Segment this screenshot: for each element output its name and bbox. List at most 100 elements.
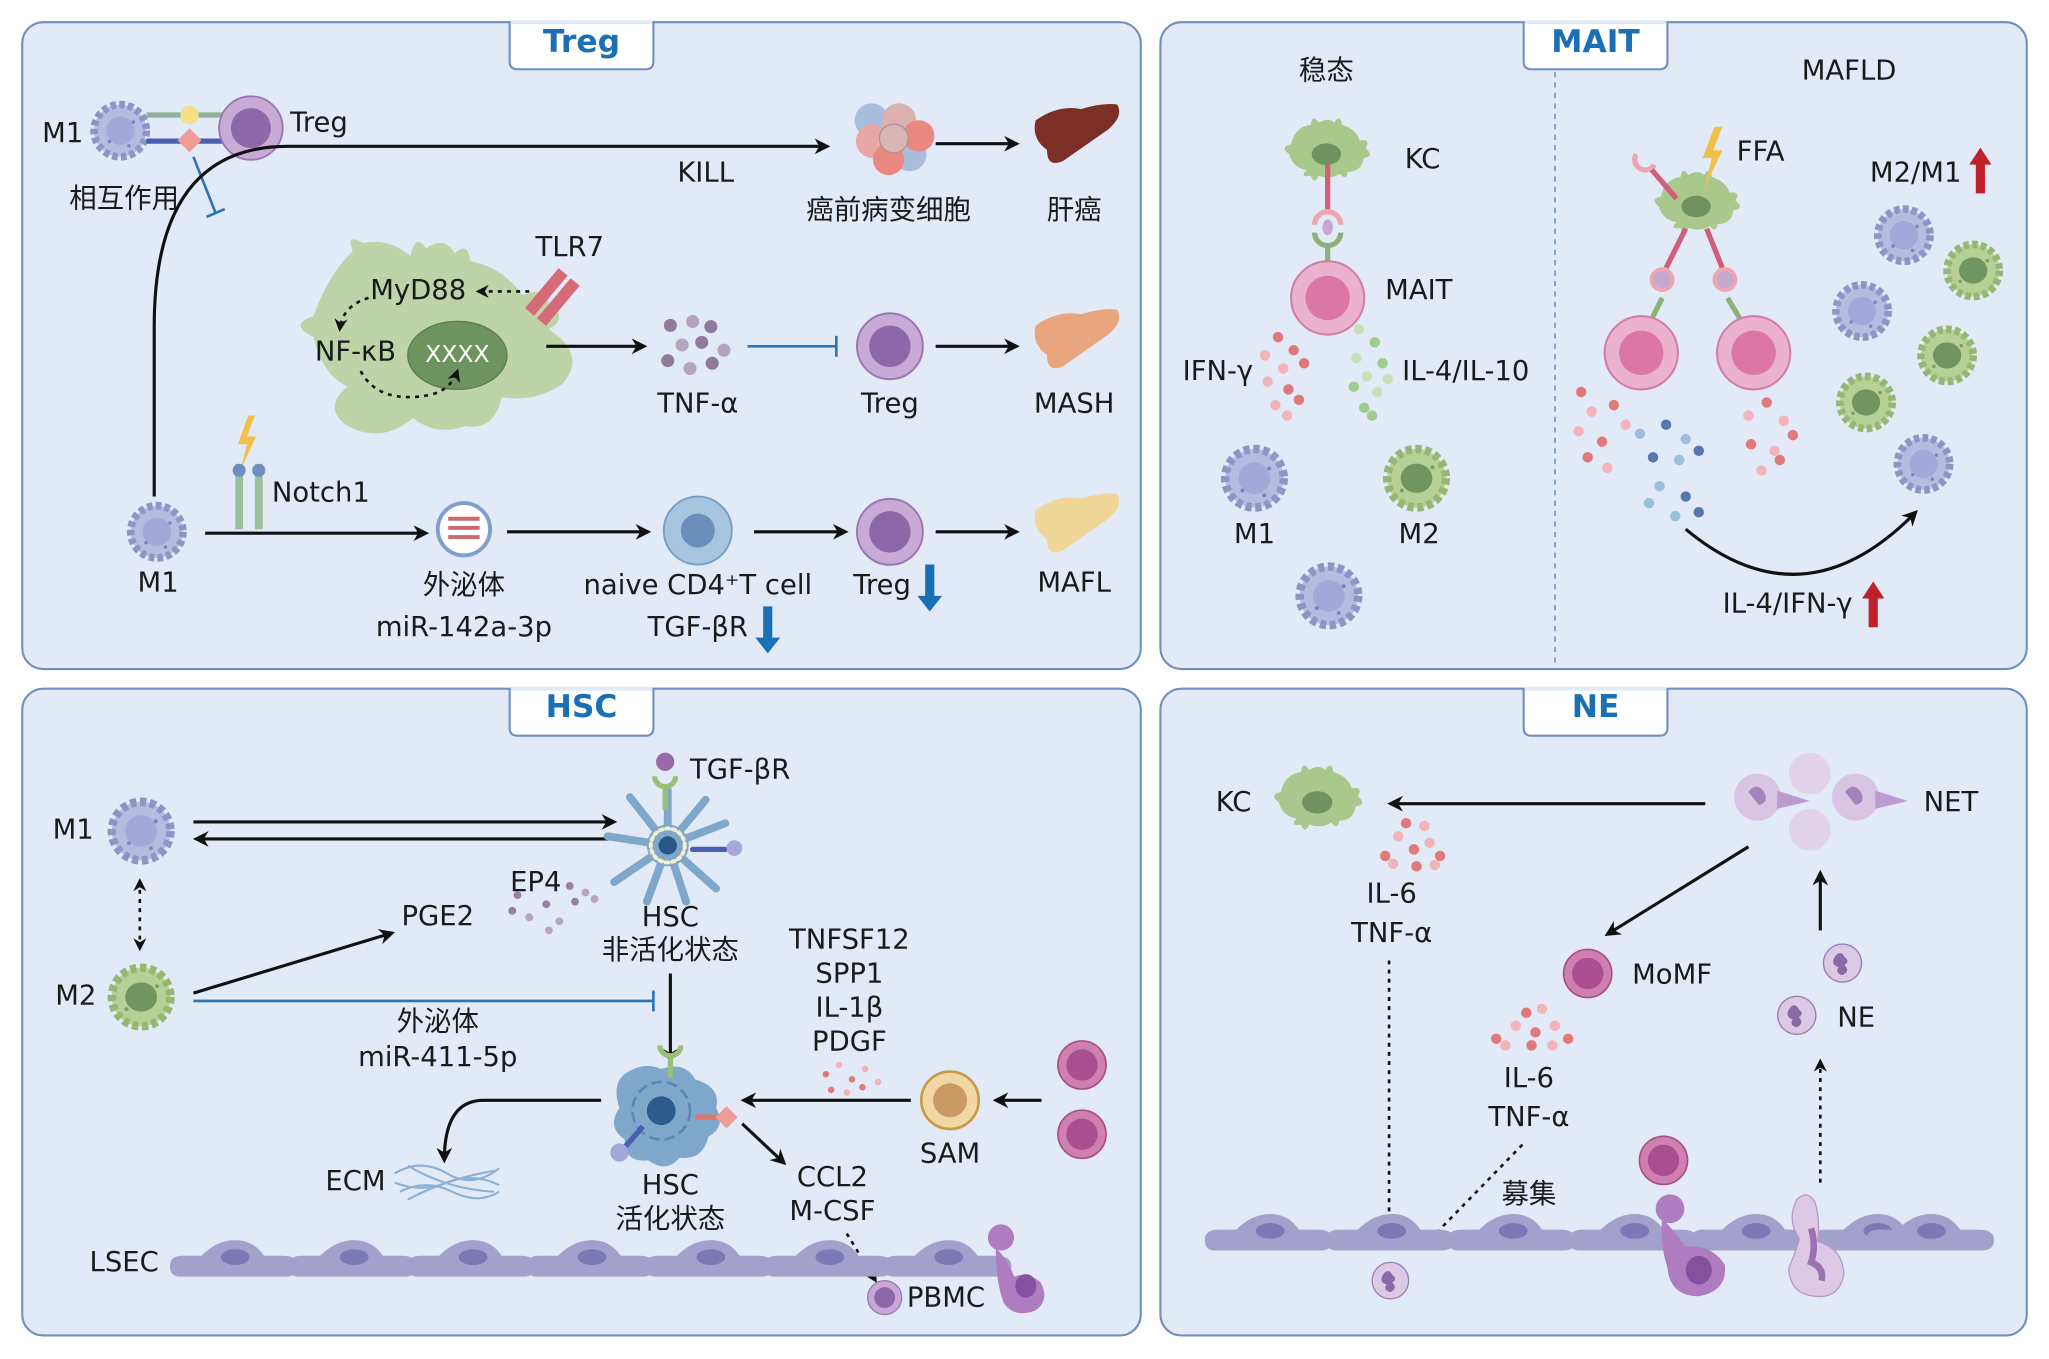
panel-title-treg: Treg [543, 24, 620, 60]
label-ifng: IFN-γ [1183, 356, 1254, 387]
monocyte-icon [1638, 1135, 1689, 1186]
label-notch1: Notch1 [272, 477, 370, 508]
precancer-cells-icon [854, 103, 935, 176]
monocyte-icon [1057, 1040, 1107, 1090]
transmigrating-monocyte-icon [987, 1224, 1045, 1314]
dna-label: XXXX [425, 340, 489, 368]
label-factor: PDGF [812, 1026, 887, 1057]
kill-arrow [152, 138, 831, 497]
label-m2: M2 [55, 981, 96, 1012]
particle [544, 926, 553, 935]
label-myd88: MyD88 [370, 275, 466, 306]
particle [1270, 399, 1281, 411]
particle [1693, 445, 1704, 457]
panel-ne: NE KC IL-6 TNF-α NET MoMF NE IL-6 TNF-α … [1159, 686, 2028, 1337]
label-m1-top: M1 [42, 118, 83, 149]
particle [827, 1086, 835, 1094]
label-precancer: 癌前病变细胞 [806, 195, 971, 226]
particle [1761, 397, 1772, 408]
particle [683, 361, 697, 376]
particle [525, 913, 534, 922]
inactive-hsc-icon [603, 786, 743, 906]
particle [859, 1083, 866, 1091]
label-ccl2: CCL2 [797, 1162, 868, 1193]
particle [1429, 859, 1441, 871]
panel-hsc: HSC M1 M2 TGF-βR EP4 PGE2 HSC 非活化状态 [21, 686, 1142, 1337]
particle [1521, 1007, 1532, 1018]
particle [822, 1070, 830, 1078]
particle [1673, 454, 1685, 466]
label-mafld: MAFLD [1802, 55, 1897, 86]
particle [861, 1065, 869, 1073]
label-exosome: 外泌体 [397, 1007, 479, 1038]
dendritic-cell-icon [300, 239, 573, 434]
tnf-alpha-particles [661, 314, 731, 376]
particle [695, 335, 709, 349]
particle [1596, 436, 1608, 447]
m2-macrophage-icon [1947, 244, 1999, 296]
label-treg-top: Treg [289, 108, 348, 139]
particle [1500, 1040, 1511, 1051]
particle [1382, 373, 1393, 385]
label-m2-m1: M2/M1 [1870, 157, 1962, 188]
particle [1608, 399, 1620, 411]
naive-cd4-t-cell-icon [662, 495, 733, 566]
particle [1634, 428, 1646, 440]
particle [675, 338, 689, 352]
arrow [741, 1122, 787, 1166]
label-treg-mid: Treg [860, 389, 919, 420]
particle [1298, 358, 1310, 369]
exosome-icon [435, 501, 493, 558]
particle [581, 888, 590, 897]
particle [1351, 352, 1362, 364]
label-mait: MAIT [1385, 275, 1453, 306]
label-naive-cd4: naive CD4⁺T cell [584, 570, 813, 601]
particle [1745, 439, 1757, 450]
particle [1259, 350, 1271, 361]
particle [1377, 358, 1388, 369]
particle [1769, 445, 1780, 457]
particle [1411, 861, 1422, 872]
label-lsec: LSEC [90, 1247, 159, 1278]
m2-macrophage-icon [1840, 376, 1892, 428]
particle [1680, 433, 1691, 445]
pbmc-icon [867, 1279, 903, 1316]
particle [1491, 1033, 1502, 1045]
particle [1278, 363, 1289, 374]
transmigrating-neutrophil-icon [1788, 1194, 1845, 1298]
cytokine-particles [822, 1061, 882, 1096]
panel-treg: Treg M1 Treg 相互作用 KILL 癌前病变细胞 肝癌 XXXX [21, 20, 1142, 671]
arrow [192, 929, 396, 995]
particle [705, 356, 719, 370]
label-kc: KC [1216, 787, 1252, 818]
label-pbmc: PBMC [907, 1282, 985, 1313]
particle [874, 1078, 882, 1086]
particle [1670, 510, 1681, 522]
inhibit-line [747, 335, 838, 357]
treg-cell-icon [856, 497, 924, 566]
particle [1400, 818, 1412, 829]
lightning-icon [237, 415, 257, 471]
m1-macrophage-icon [112, 802, 171, 861]
particle [1575, 386, 1587, 398]
m1-macrophage-icon [1878, 209, 1930, 261]
panel-title-ne: NE [1572, 689, 1620, 725]
label-ne: NE [1837, 1003, 1875, 1034]
mait-cell-icon [1716, 315, 1792, 391]
particle [1643, 497, 1655, 509]
label-pge2: PGE2 [401, 901, 474, 932]
label-mcsf: M-CSF [789, 1196, 875, 1227]
particle [1582, 452, 1593, 463]
m1-macrophage-icon [94, 105, 146, 157]
momf-cell-icon [1562, 948, 1613, 999]
m2-macrophage-icon [1921, 329, 1973, 381]
interaction-connector-icon [146, 105, 229, 153]
particle [1743, 410, 1754, 421]
particle [508, 906, 517, 915]
particle [1774, 454, 1786, 466]
up-arrow-icon [1969, 147, 1992, 194]
down-arrow-icon [917, 564, 943, 612]
tgf-beta-receptor-icon [652, 752, 679, 811]
particle [848, 1076, 856, 1083]
